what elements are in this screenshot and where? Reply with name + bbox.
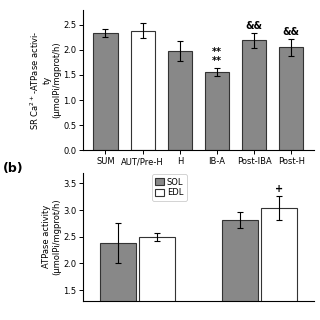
Y-axis label: ATPase activity
(μmolPi/mgprot/h): ATPase activity (μmolPi/mgprot/h) [42, 198, 62, 275]
Bar [242, 40, 266, 150]
Bar [279, 47, 303, 150]
Text: &&: && [246, 21, 263, 31]
Bar [93, 33, 117, 150]
Bar [205, 72, 229, 150]
Bar [168, 51, 192, 150]
Bar [261, 208, 297, 320]
Bar [222, 220, 258, 320]
Bar [100, 243, 136, 320]
Text: (b): (b) [3, 162, 24, 175]
Legend: SOL, EDL: SOL, EDL [152, 174, 187, 201]
Text: **
**: ** ** [212, 47, 222, 66]
Bar [139, 237, 175, 320]
Text: &&: && [283, 27, 300, 37]
Y-axis label: SR Ca$^{2+}$-ATPase activi-
ty
(μmolPi/mgprot/h): SR Ca$^{2+}$-ATPase activi- ty (μmolPi/m… [28, 30, 62, 130]
Text: +: + [275, 184, 283, 194]
Bar [131, 31, 155, 150]
